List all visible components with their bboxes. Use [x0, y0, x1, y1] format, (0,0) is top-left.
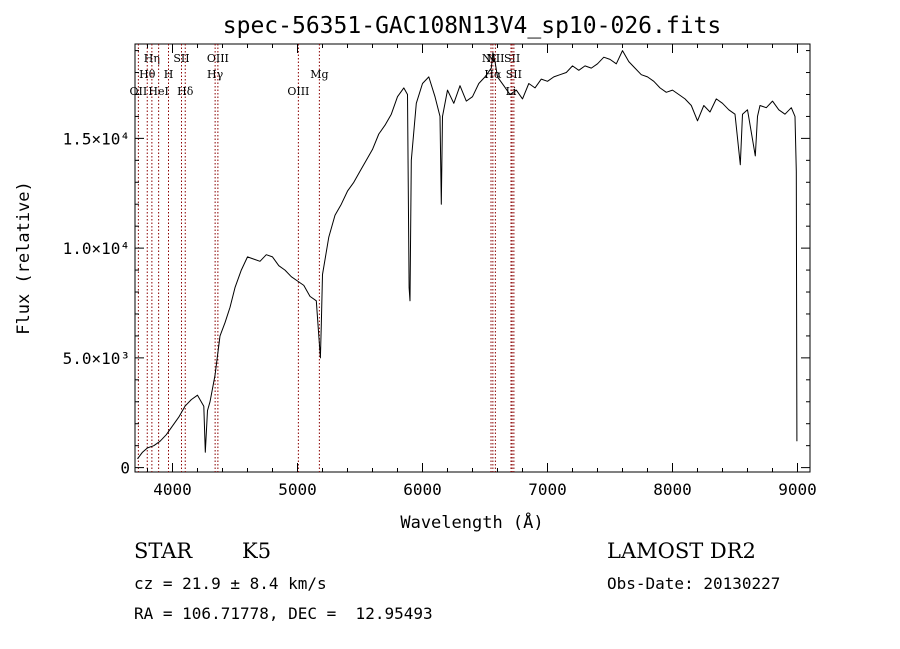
line-marker-label: Hη — [144, 52, 160, 65]
y-tick-label: 1.5×10⁴ — [63, 129, 130, 148]
line-marker-label: Hδ — [177, 85, 194, 98]
y-axis-label: Flux (relative) — [14, 181, 34, 335]
line-marker-label: NII — [486, 52, 504, 65]
line-marker-label: Mg — [310, 68, 328, 81]
x-tick-label: 5000 — [278, 480, 317, 499]
line-marker-label: OIII — [207, 52, 229, 65]
line-marker-label: OIII — [287, 85, 309, 98]
axis-layer: 4000 5000 6000 7000 8000 9000 0 5.0×10³ 1.0×10⁴ 1… — [63, 44, 817, 499]
line-marker-label: Hθ — [139, 68, 156, 81]
line-marker-label: SII — [504, 52, 520, 65]
y-tick-label: 5.0×10³ — [63, 349, 130, 368]
object-subclass: K5 — [242, 539, 272, 563]
x-tick-label: 8000 — [653, 480, 692, 499]
object-class: STAR — [134, 539, 193, 563]
line-marker-label: Li — [506, 85, 517, 98]
spectrum-series-line — [137, 50, 798, 460]
x-tick-label: 6000 — [403, 480, 442, 499]
x-tick-label: 9000 — [778, 480, 817, 499]
y-tick-label: 0 — [120, 459, 130, 478]
line-marker-label: HeI — [148, 85, 168, 98]
plot-frame — [134, 43, 811, 473]
chart-title: spec-56351-GAC108N13V4_sp10-026.fits — [223, 13, 722, 39]
line-marker-label: SII — [173, 52, 189, 65]
x-tick-label: 7000 — [528, 480, 567, 499]
line-marker-label: Hγ — [207, 68, 224, 81]
x-tick-label: 4000 — [153, 480, 192, 499]
observation-date: Obs-Date: 20130227 — [607, 574, 781, 593]
y-tick-label: 1.0×10⁴ — [63, 239, 130, 258]
series-layer — [137, 50, 798, 460]
line-marker-label: SII — [506, 68, 522, 81]
redshift-cz: cz = 21.9 ± 8.4 km/s — [134, 574, 327, 593]
x-axis-label: Wavelength (Å) — [400, 511, 543, 533]
sky-coordinates: RA = 106.71778, DEC = 12.95493 — [134, 604, 433, 623]
survey-name: LAMOST DR2 — [607, 539, 756, 563]
line-marker-label: H — [164, 68, 174, 81]
line-marker-label: OII — [130, 85, 148, 98]
